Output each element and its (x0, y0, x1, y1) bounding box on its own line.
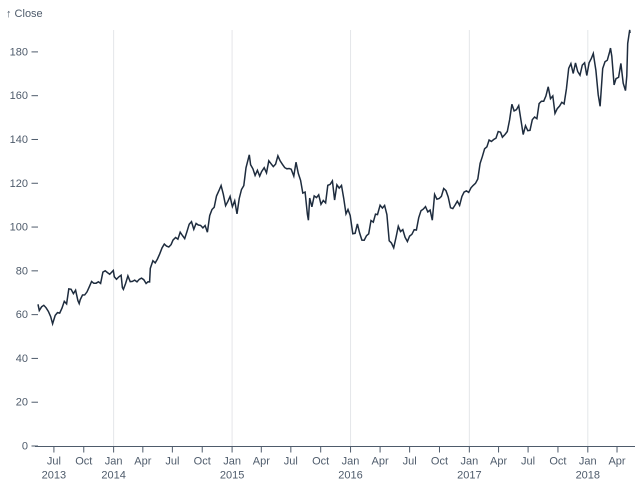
x-tick-month-label: Oct (549, 456, 566, 468)
x-tick-month-label: Apr (608, 456, 625, 468)
x-tick-month-label: Oct (75, 456, 92, 468)
y-tick-label: 60 (16, 309, 28, 321)
y-axis-title: ↑ Close (6, 8, 43, 20)
close-price-line (37, 29, 631, 327)
x-tick-month-label: Jan (223, 456, 241, 468)
x-axis: Jul 2013 Oct Jan 2014 Apr Jul Oct Jan 2015 Apr Jul O… (35, 446, 635, 482)
x-tick-month-label: Oct (431, 456, 448, 468)
x-tick-month-label: Apr (253, 456, 270, 468)
x-tick-year-label: 2013 (42, 470, 66, 482)
x-tick-month-label: Jul (284, 456, 298, 468)
y-tick-label: 160 (10, 90, 28, 102)
y-tick-label: 40 (16, 353, 28, 365)
x-tick-month-label: Apr (134, 456, 151, 468)
y-tick-label: 140 (10, 134, 28, 146)
y-axis: 0 20 40 60 80 100 120 140 160 180 (10, 46, 38, 453)
x-tick-month-label: Jul (521, 456, 535, 468)
x-tick-year-label: 2017 (457, 470, 481, 482)
y-tick-label: 180 (10, 46, 28, 58)
x-tick-month-label: Jan (105, 456, 123, 468)
y-tick-label: 120 (10, 178, 28, 190)
x-tick-month-label: Apr (490, 456, 507, 468)
x-tick-year-label: 2018 (576, 470, 600, 482)
x-tick-month-label: Jul (165, 456, 179, 468)
x-tick-month-label: Oct (312, 456, 329, 468)
y-tick-label: 80 (16, 265, 28, 277)
x-tick-month-label: Apr (372, 456, 389, 468)
x-tick-month-label: Jul (403, 456, 417, 468)
x-tick-month-label: Jan (460, 456, 478, 468)
grid-lines (113, 30, 589, 446)
y-tick-label: 20 (16, 397, 28, 409)
y-tick-label: 100 (10, 222, 28, 234)
y-tick-label: 0 (22, 441, 28, 453)
x-tick-month-label: Jul (47, 456, 61, 468)
x-tick-year-label: 2015 (220, 470, 244, 482)
x-tick-month-label: Jan (579, 456, 597, 468)
x-tick-year-label: 2014 (101, 470, 125, 482)
x-tick-month-label: Oct (194, 456, 211, 468)
x-tick-month-label: Jan (342, 456, 360, 468)
x-tick-year-label: 2016 (338, 470, 362, 482)
